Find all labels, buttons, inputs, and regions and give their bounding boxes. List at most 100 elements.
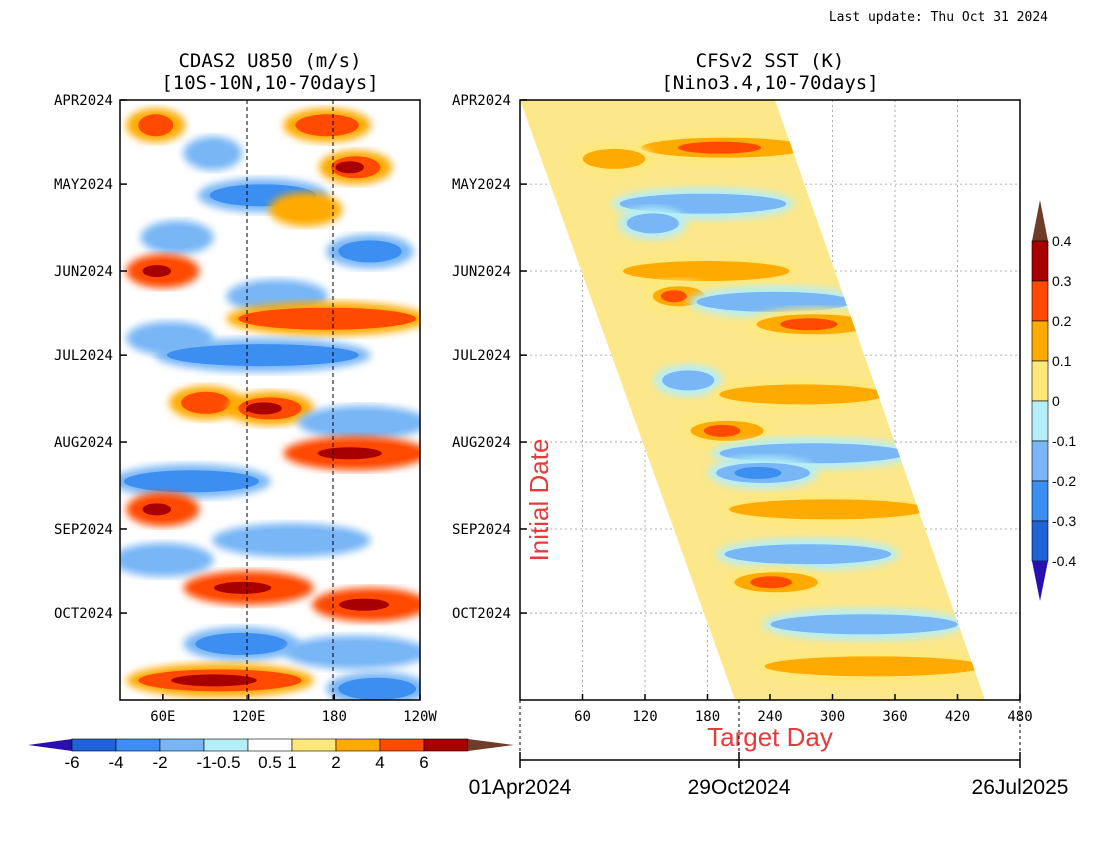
y-tick-label: JUN2024	[54, 264, 113, 280]
date-label-start: 01Apr2024	[469, 776, 572, 799]
y-tick-label: SEP2024	[452, 522, 511, 538]
anomaly-core	[719, 384, 886, 405]
anomaly-core	[195, 142, 231, 165]
y-tick-label: JUL2024	[452, 348, 511, 364]
left-heatmap-field	[120, 108, 420, 700]
anomaly-core	[152, 226, 202, 249]
anomaly-core	[124, 470, 259, 493]
anomaly-core	[195, 632, 288, 655]
anomaly-peak	[734, 466, 782, 479]
anomaly-peak	[335, 161, 365, 174]
anomaly-core	[223, 529, 359, 552]
colorbar-tick-label: 0.1	[1052, 353, 1072, 369]
right-colorbar: 0.4 0.3 0.2 0.1 0 -0.1 -0.2 -0.3 -0.4	[1031, 200, 1076, 601]
anomaly-core	[238, 285, 316, 308]
colorbar-tick-label: 6	[419, 753, 428, 772]
colorbar-segment	[1031, 520, 1049, 562]
right-xlabel: Target Day	[707, 722, 833, 752]
y-tick-label: JUN2024	[452, 264, 511, 280]
colorbar-segment	[379, 738, 425, 752]
colorbar-segment	[291, 738, 337, 752]
anomaly-peak	[171, 674, 257, 687]
colorbar-segment	[1031, 400, 1049, 442]
colorbar-tick-label: -1	[196, 753, 211, 772]
colorbar-segment	[159, 738, 205, 752]
anomaly-peak	[317, 447, 382, 460]
x-tick-label: 120E	[232, 709, 266, 725]
y-tick-label: OCT2024	[452, 606, 511, 622]
x-tick-label: 240	[757, 709, 782, 725]
colorbar-tick-label: -0.2	[1052, 473, 1076, 489]
y-tick-label: SEP2024	[54, 522, 113, 538]
left-y-axis: APR2024 MAY2024 JUN2024 JUL2024 AUG2024 SEP20…	[54, 93, 127, 622]
anomaly-core	[138, 114, 174, 137]
anomaly-core	[309, 411, 416, 434]
colorbar-extend-high	[468, 739, 514, 751]
date-label-end: 26Jul2025	[972, 776, 1069, 799]
anomaly-peak	[660, 290, 687, 303]
date-axis: 01Apr2024 29Oct2024 26Jul2025	[469, 700, 1069, 799]
x-tick-label: 420	[945, 709, 970, 725]
x-tick-label: 120	[632, 709, 657, 725]
colorbar-segment	[1031, 440, 1049, 482]
anomaly-core	[124, 548, 202, 571]
anomaly-peak	[214, 581, 272, 594]
colorbar-extend-low	[28, 739, 72, 751]
left-colorbar: -6 -4 -2 -1 -0.5 0.5 1 2 4 6	[28, 738, 514, 772]
y-tick-label: OCT2024	[54, 606, 113, 622]
right-y-axis: APR2024 MAY2024 JUN2024 JUL2024 AUG2024 SEP20…	[452, 93, 527, 622]
x-tick-label: 180	[695, 709, 720, 725]
colorbar-segment	[335, 738, 381, 752]
right-panel: CFSv2 SST (K) [Nino3.4,10-70days] APR202…	[452, 50, 1068, 799]
y-tick-label: JUL2024	[54, 348, 113, 364]
x-tick-label: 60E	[150, 709, 175, 725]
y-tick-label: AUG2024	[54, 435, 113, 451]
left-subtitle: [10S-10N,10-70days]	[161, 72, 378, 94]
anomaly-core	[729, 499, 928, 520]
left-panel: CDAS2 U850 (m/s) [10S-10N,10-70days] APR…	[54, 50, 437, 725]
y-tick-label: AUG2024	[452, 435, 511, 451]
anomaly-peak	[780, 318, 838, 331]
right-ylabel: Initial Date	[524, 439, 554, 562]
anomaly-core	[338, 240, 402, 263]
x-tick-label: 180	[322, 709, 347, 725]
last-update-label: Last update: Thu Oct 31 2024	[829, 10, 1048, 25]
colorbar-tick-label: 4	[375, 753, 384, 772]
anomaly-peak	[246, 402, 282, 415]
colorbar-segment	[247, 738, 293, 752]
anomaly-peak	[703, 424, 741, 437]
colorbar-extend-high	[1032, 200, 1048, 241]
anomaly-peak	[677, 141, 762, 154]
right-subtitle: [Nino3.4,10-70days]	[661, 72, 878, 94]
colorbar-segment	[115, 738, 161, 752]
left-plot-frame	[119, 99, 421, 701]
colorbar-tick-label: -6	[64, 753, 79, 772]
anomaly-core	[281, 198, 331, 221]
anomaly-core	[295, 641, 416, 664]
colorbar-segment	[1031, 280, 1049, 322]
anomaly-core	[238, 307, 416, 330]
x-tick-label: 60	[574, 709, 591, 725]
anomaly-core	[724, 544, 892, 565]
colorbar-segment	[423, 738, 469, 752]
left-title: CDAS2 U850 (m/s)	[178, 50, 361, 72]
anomaly-peak	[142, 503, 172, 516]
right-title: CFSv2 SST (K)	[696, 50, 845, 72]
anomaly-core	[295, 114, 359, 137]
anomaly-core	[764, 656, 984, 677]
anomaly-core	[181, 391, 231, 414]
colorbar-extend-low	[1032, 561, 1048, 601]
date-label-mid: 29Oct2024	[688, 776, 791, 799]
x-tick-label: 300	[820, 709, 845, 725]
anomaly-core	[166, 344, 359, 367]
colorbar-segment	[1031, 480, 1049, 522]
colorbar-tick-label: -0.4	[1052, 553, 1076, 569]
colorbar-segment	[1031, 360, 1049, 402]
x-tick-label: 480	[1007, 709, 1032, 725]
y-tick-label: APR2024	[452, 93, 511, 109]
right-x-axis: 60 120 180 240 300 360 420 480	[574, 694, 1033, 725]
colorbar-tick-label: -2	[152, 753, 167, 772]
anomaly-core	[696, 291, 853, 312]
anomaly-peak	[750, 576, 792, 589]
colorbar-tick-label: -0.1	[1052, 433, 1076, 449]
